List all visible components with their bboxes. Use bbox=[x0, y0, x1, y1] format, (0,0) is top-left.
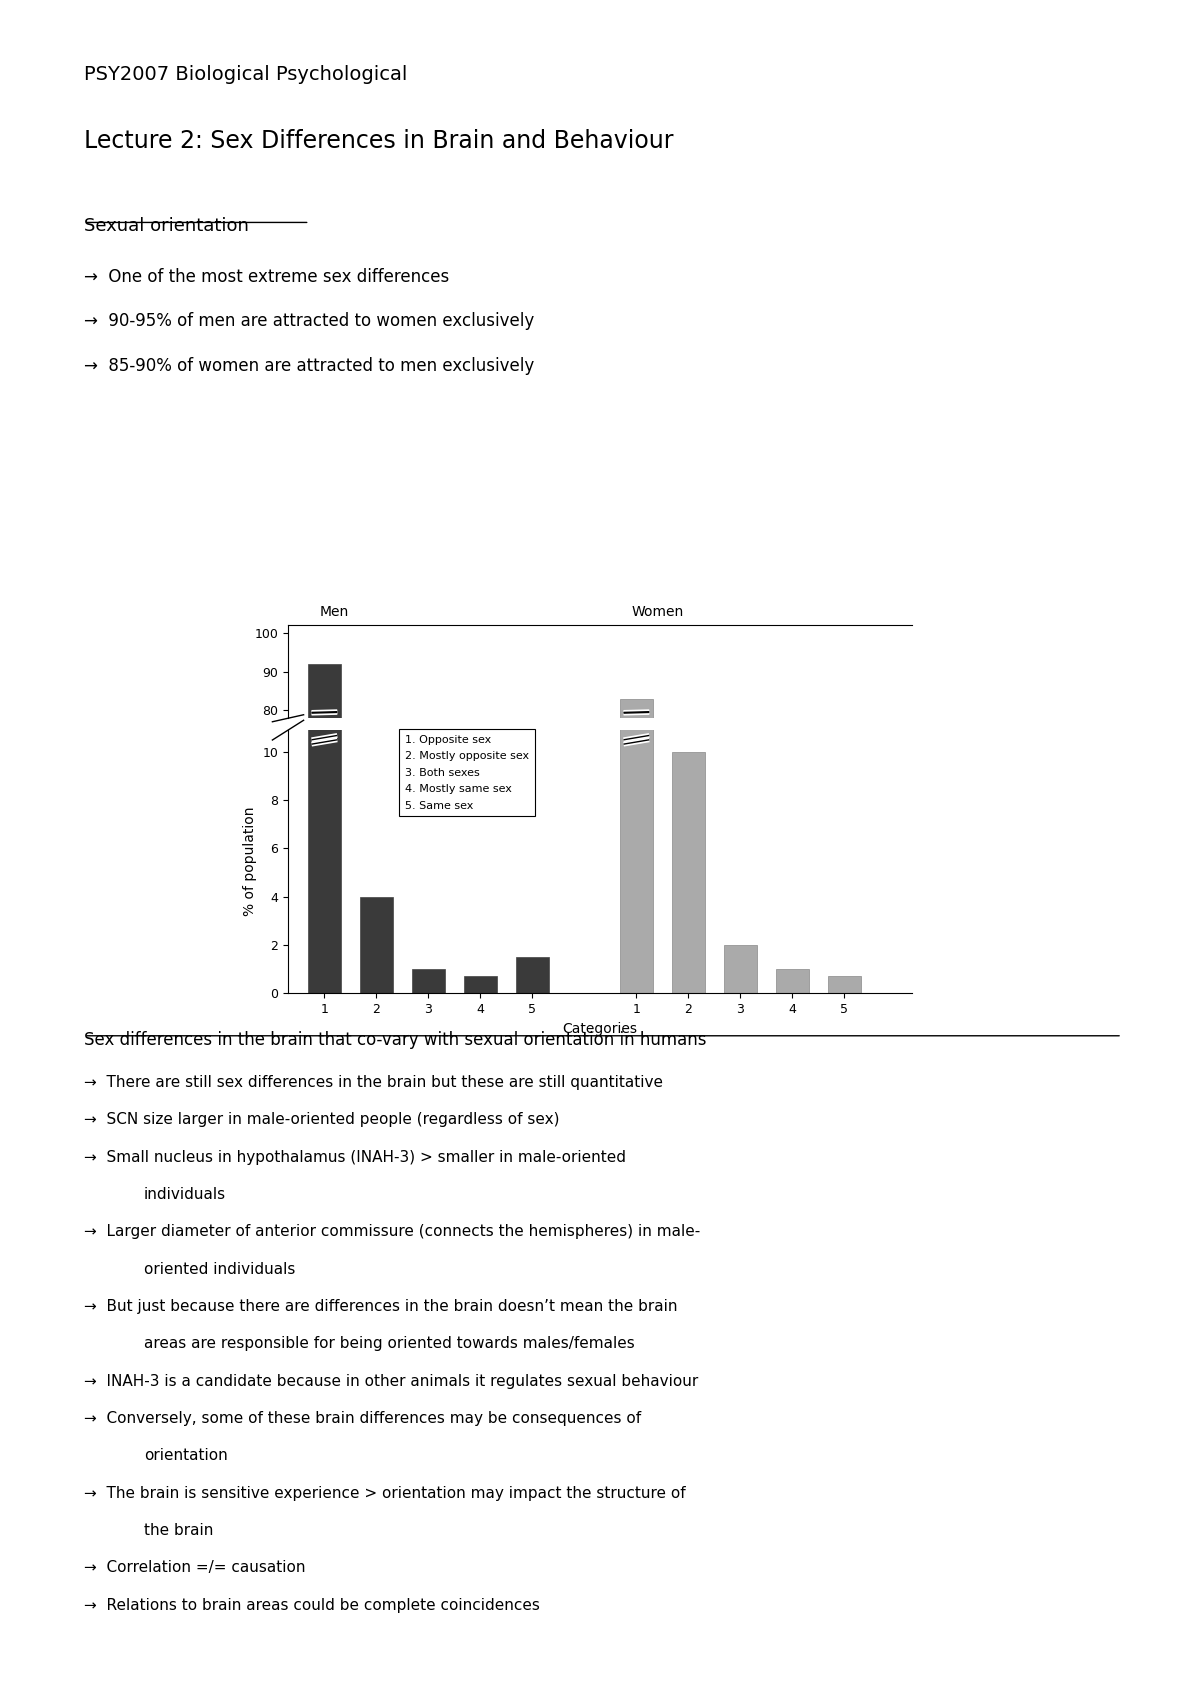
Bar bbox=[463, 1019, 497, 1022]
Bar bbox=[619, 0, 653, 993]
Bar bbox=[828, 1019, 862, 1022]
Bar bbox=[724, 1014, 757, 1022]
Text: Lecture 2: Sex Differences in Brain and Behaviour: Lecture 2: Sex Differences in Brain and … bbox=[84, 129, 673, 153]
Bar bbox=[724, 946, 757, 993]
Y-axis label: % of population: % of population bbox=[242, 807, 257, 917]
Bar bbox=[412, 1017, 445, 1022]
Text: PSY2007 Biological Psychological: PSY2007 Biological Psychological bbox=[84, 65, 407, 83]
Bar bbox=[412, 970, 445, 993]
Bar bbox=[516, 958, 550, 993]
Text: →  85-90% of women are attracted to men exclusively: → 85-90% of women are attracted to men e… bbox=[84, 357, 534, 375]
Text: orientation: orientation bbox=[144, 1448, 228, 1464]
Text: →  SCN size larger in male-oriented people (regardless of sex): → SCN size larger in male-oriented peopl… bbox=[84, 1112, 559, 1127]
X-axis label: Categories: Categories bbox=[563, 1022, 637, 1036]
Text: Women: Women bbox=[631, 604, 684, 620]
Text: Sexual orientation: Sexual orientation bbox=[84, 217, 248, 236]
Bar bbox=[619, 700, 653, 1022]
Bar bbox=[775, 1017, 809, 1022]
Text: areas are responsible for being oriented towards males/females: areas are responsible for being oriented… bbox=[144, 1336, 635, 1352]
Bar bbox=[672, 752, 706, 993]
Text: Sex differences in the brain that co-vary with sexual orientation in humans: Sex differences in the brain that co-var… bbox=[84, 1031, 707, 1049]
Bar bbox=[828, 976, 862, 993]
Text: the brain: the brain bbox=[144, 1523, 214, 1538]
Bar bbox=[307, 664, 341, 1022]
Bar bbox=[775, 970, 809, 993]
Bar bbox=[360, 897, 394, 993]
Bar bbox=[463, 976, 497, 993]
Text: →  Conversely, some of these brain differences may be consequences of: → Conversely, some of these brain differ… bbox=[84, 1411, 641, 1426]
Text: individuals: individuals bbox=[144, 1187, 226, 1202]
Bar bbox=[360, 1007, 394, 1022]
Text: Men: Men bbox=[319, 604, 348, 620]
Text: →  Small nucleus in hypothalamus (INAH-3) > smaller in male-oriented: → Small nucleus in hypothalamus (INAH-3)… bbox=[84, 1150, 626, 1165]
Bar bbox=[516, 1015, 550, 1022]
Text: →  Correlation =/= causation: → Correlation =/= causation bbox=[84, 1560, 306, 1576]
Text: →  One of the most extreme sex differences: → One of the most extreme sex difference… bbox=[84, 268, 449, 287]
Text: →  But just because there are differences in the brain doesn’t mean the brain: → But just because there are differences… bbox=[84, 1299, 678, 1314]
Text: →  The brain is sensitive experience > orientation may impact the structure of: → The brain is sensitive experience > or… bbox=[84, 1486, 685, 1501]
Bar bbox=[307, 0, 341, 993]
Text: oriented individuals: oriented individuals bbox=[144, 1262, 295, 1277]
Text: 1. Opposite sex
2. Mostly opposite sex
3. Both sexes
4. Mostly same sex
5. Same : 1. Opposite sex 2. Mostly opposite sex 3… bbox=[406, 735, 529, 810]
Text: →  INAH-3 is a candidate because in other animals it regulates sexual behaviour: → INAH-3 is a candidate because in other… bbox=[84, 1374, 698, 1389]
Text: →  90-95% of men are attracted to women exclusively: → 90-95% of men are attracted to women e… bbox=[84, 312, 534, 331]
Bar bbox=[672, 983, 706, 1022]
Text: →  Larger diameter of anterior commissure (connects the hemispheres) in male-: → Larger diameter of anterior commissure… bbox=[84, 1224, 701, 1240]
Text: →  There are still sex differences in the brain but these are still quantitative: → There are still sex differences in the… bbox=[84, 1075, 662, 1090]
Text: →  Relations to brain areas could be complete coincidences: → Relations to brain areas could be comp… bbox=[84, 1598, 540, 1613]
